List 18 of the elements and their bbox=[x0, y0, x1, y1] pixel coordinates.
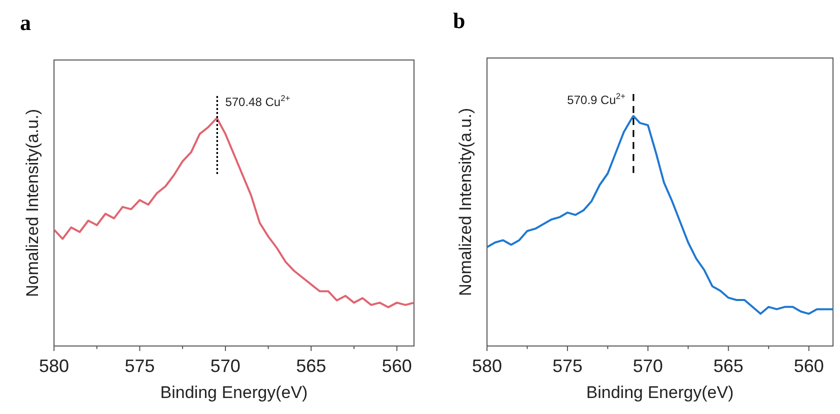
x-tick-label: 560 bbox=[382, 356, 412, 376]
ref-line-label: 570.48 Cu$^{2+}$ bbox=[225, 93, 290, 109]
x-tick-label: 575 bbox=[552, 356, 582, 376]
x-tick-label: 580 bbox=[38, 356, 70, 376]
x-axis-title: Binding Energy(eV) bbox=[586, 383, 734, 402]
x-tick-label: 575 bbox=[124, 356, 155, 376]
ref-line-label: 570.9 Cu$^{2+}$ bbox=[567, 91, 626, 107]
y-axis-title: Nomalized Intensity(a.u.) bbox=[23, 108, 42, 298]
chart-title: b bbox=[453, 8, 466, 33]
x-tick-label: 565 bbox=[296, 356, 326, 376]
x-tick-label: 560 bbox=[794, 356, 824, 376]
x-tick-label: 580 bbox=[472, 356, 502, 376]
chart-title: a bbox=[20, 10, 31, 35]
x-axis-title: Binding Energy(eV) bbox=[160, 383, 308, 402]
x-tick-label: 570 bbox=[210, 356, 240, 376]
x-tick-label: 565 bbox=[713, 356, 744, 376]
x-tick-label: 570 bbox=[632, 356, 663, 376]
y-axis-title: Nomalized Intensity(a.u.) bbox=[456, 108, 475, 296]
